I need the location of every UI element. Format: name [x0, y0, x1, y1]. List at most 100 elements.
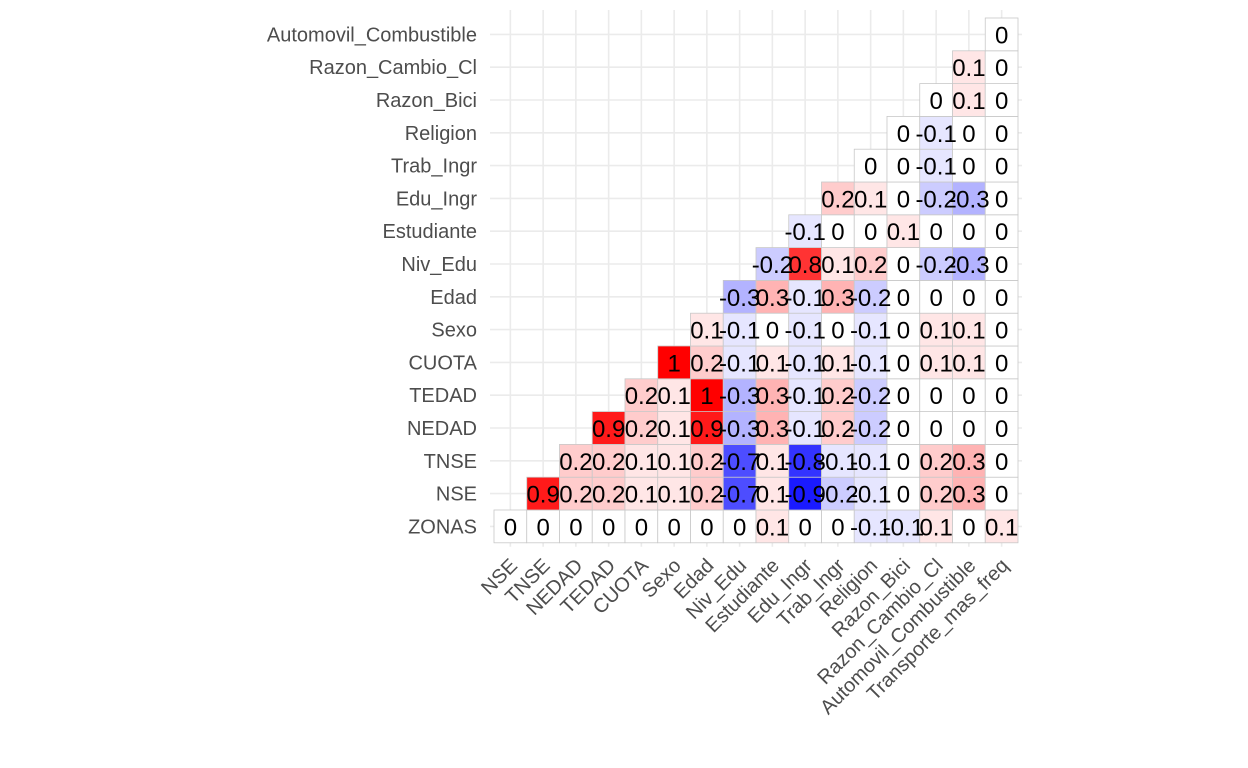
cell-value-religion-razon-bici: 0 [897, 121, 910, 148]
cell-value-niv-edu-estudiante: -0.2 [752, 252, 793, 279]
cell-value-estudiante-automovil-combustible: 0 [962, 219, 975, 246]
cell-value-estudiante-transporte-mas-freq: 0 [995, 219, 1008, 246]
cell-value-zonas-trab-ingr: 0 [831, 514, 844, 541]
cell-value-nse-transporte-mas-freq: 0 [995, 482, 1008, 509]
cell-value-edad-religion: -0.2 [850, 285, 891, 312]
cell-value-estudiante-religion: 0 [864, 219, 877, 246]
cell-value-cuota-niv-edu: -0.1 [719, 350, 760, 377]
cell-value-zonas-razon-bici: -0.1 [883, 514, 924, 541]
y-tick-label-cuota: CUOTA [408, 352, 477, 374]
cell-value-nse-razon-cambio-cl: 0.2 [919, 482, 952, 509]
cell-value-tnse-cuota: 0.1 [625, 449, 658, 476]
cell-value-nse-automovil-combustible: 0.3 [952, 482, 985, 509]
cell-value-sexo-edu-ingr: -0.1 [784, 318, 825, 345]
cell-value-tedad-razon-bici: 0 [897, 383, 910, 410]
cell-value-trab-ingr-razon-bici: 0 [897, 154, 910, 181]
cell-value-zonas-estudiante: 0.1 [756, 514, 789, 541]
cell-value-estudiante-razon-cambio-cl: 0 [929, 219, 942, 246]
cell-value-nse-cuota: 0.1 [625, 482, 658, 509]
cell-value-nedad-religion: -0.2 [850, 416, 891, 443]
cell-value-nse-sexo: 0.1 [657, 482, 690, 509]
cell-value-zonas-tnse: 0 [536, 514, 549, 541]
cell-value-edad-razon-bici: 0 [897, 285, 910, 312]
cell-value-estudiante-trab-ingr: 0 [831, 219, 844, 246]
cell-value-tnse-transporte-mas-freq: 0 [995, 449, 1008, 476]
cell-value-razon-bici-transporte-mas-freq: 0 [995, 88, 1008, 115]
cell-value-niv-edu-edu-ingr: 0.8 [788, 252, 821, 279]
cell-value-nedad-tedad: 0.9 [592, 416, 625, 443]
cell-value-zonas-cuota: 0 [635, 514, 648, 541]
cell-value-tnse-niv-edu: -0.7 [719, 449, 760, 476]
cell-value-religion-automovil-combustible: 0 [962, 121, 975, 148]
cell-value-nse-nedad: 0.2 [559, 482, 592, 509]
cell-value-nedad-edu-ingr: -0.1 [784, 416, 825, 443]
cell-value-tedad-cuota: 0.2 [625, 383, 658, 410]
cell-value-sexo-niv-edu: -0.1 [719, 318, 760, 345]
cell-value-trab-ingr-razon-cambio-cl: -0.1 [915, 154, 956, 181]
cell-value-razon-bici-razon-cambio-cl: 0 [929, 88, 942, 115]
cell-value-nse-tedad: 0.2 [592, 482, 625, 509]
cell-value-zonas-nse: 0 [504, 514, 517, 541]
cell-value-tedad-transporte-mas-freq: 0 [995, 383, 1008, 410]
cell-value-tnse-automovil-combustible: 0.3 [952, 449, 985, 476]
cell-value-tnse-nedad: 0.2 [559, 449, 592, 476]
cell-value-cuota-razon-cambio-cl: 0.1 [919, 350, 952, 377]
cell-value-edu-ingr-automovil-combustible: -0.3 [948, 186, 989, 213]
cell-value-estudiante-razon-bici: 0.1 [887, 219, 920, 246]
cell-value-nedad-niv-edu: -0.3 [719, 416, 760, 443]
cell-value-nedad-transporte-mas-freq: 0 [995, 416, 1008, 443]
cell-value-edad-niv-edu: -0.3 [719, 285, 760, 312]
cell-value-sexo-automovil-combustible: 0.1 [952, 318, 985, 345]
cell-value-nse-razon-bici: 0 [897, 482, 910, 509]
cell-value-edu-ingr-religion: 0.1 [854, 186, 887, 213]
cell-value-religion-razon-cambio-cl: -0.1 [915, 121, 956, 148]
cell-value-cuota-razon-bici: 0 [897, 350, 910, 377]
cell-value-nse-religion: -0.1 [850, 482, 891, 509]
cell-value-sexo-razon-bici: 0 [897, 318, 910, 345]
cell-value-nse-tnse: 0.9 [526, 482, 559, 509]
cell-value-edad-edu-ingr: -0.1 [784, 285, 825, 312]
cell-value-zonas-niv-edu: 0 [733, 514, 746, 541]
cell-value-nedad-cuota: 0.2 [625, 416, 658, 443]
y-tick-label-nedad: NEDAD [407, 418, 477, 440]
cell-value-niv-edu-razon-bici: 0 [897, 252, 910, 279]
y-tick-label-razon-bici: Razon_Bici [376, 90, 477, 112]
cell-value-razon-cambio-cl-transporte-mas-freq: 0 [995, 55, 1008, 82]
y-tick-label-zonas: ZONAS [408, 516, 477, 538]
cell-value-zonas-tedad: 0 [602, 514, 615, 541]
y-tick-label-edu-ingr: Edu_Ingr [396, 188, 478, 210]
cell-value-edu-ingr-razon-bici: 0 [897, 186, 910, 213]
y-tick-label-tedad: TEDAD [409, 385, 477, 407]
y-tick-label-sexo: Sexo [431, 320, 477, 342]
cell-value-sexo-transporte-mas-freq: 0 [995, 318, 1008, 345]
cell-value-nedad-razon-cambio-cl: 0 [929, 416, 942, 443]
cell-value-religion-transporte-mas-freq: 0 [995, 121, 1008, 148]
cell-value-edad-razon-cambio-cl: 0 [929, 285, 942, 312]
cell-value-zonas-razon-cambio-cl: 0.1 [919, 514, 952, 541]
cell-value-tnse-sexo: 0.1 [657, 449, 690, 476]
cell-value-sexo-estudiante: 0 [766, 318, 779, 345]
cell-value-cuota-edu-ingr: -0.1 [784, 350, 825, 377]
cell-value-estudiante-edu-ingr: -0.1 [784, 219, 825, 246]
cell-value-tedad-edad: 1 [700, 383, 713, 410]
cell-value-cuota-religion: -0.1 [850, 350, 891, 377]
cell-value-niv-edu-religion: 0.2 [854, 252, 887, 279]
cell-value-cuota-automovil-combustible: 0.1 [952, 350, 985, 377]
y-tick-label-tnse: TNSE [424, 451, 477, 473]
cell-value-tnse-razon-bici: 0 [897, 449, 910, 476]
y-tick-label-edad: Edad [430, 287, 477, 309]
cell-value-tedad-razon-cambio-cl: 0 [929, 383, 942, 410]
y-tick-label-religion: Religion [405, 123, 477, 145]
cell-value-cuota-sexo: 1 [667, 350, 680, 377]
cell-value-sexo-religion: -0.1 [850, 318, 891, 345]
cell-value-nse-niv-edu: -0.7 [719, 482, 760, 509]
y-tick-label-automovil-combustible: Automovil_Combustible [267, 24, 477, 46]
cell-value-cuota-transporte-mas-freq: 0 [995, 350, 1008, 377]
cell-value-razon-cambio-cl-automovil-combustible: 0.1 [952, 55, 985, 82]
cell-value-tnse-religion: -0.1 [850, 449, 891, 476]
cell-value-edad-automovil-combustible: 0 [962, 285, 975, 312]
cell-value-nedad-razon-bici: 0 [897, 416, 910, 443]
cell-value-zonas-transporte-mas-freq: 0.1 [985, 514, 1018, 541]
cell-value-sexo-trab-ingr: 0 [831, 318, 844, 345]
